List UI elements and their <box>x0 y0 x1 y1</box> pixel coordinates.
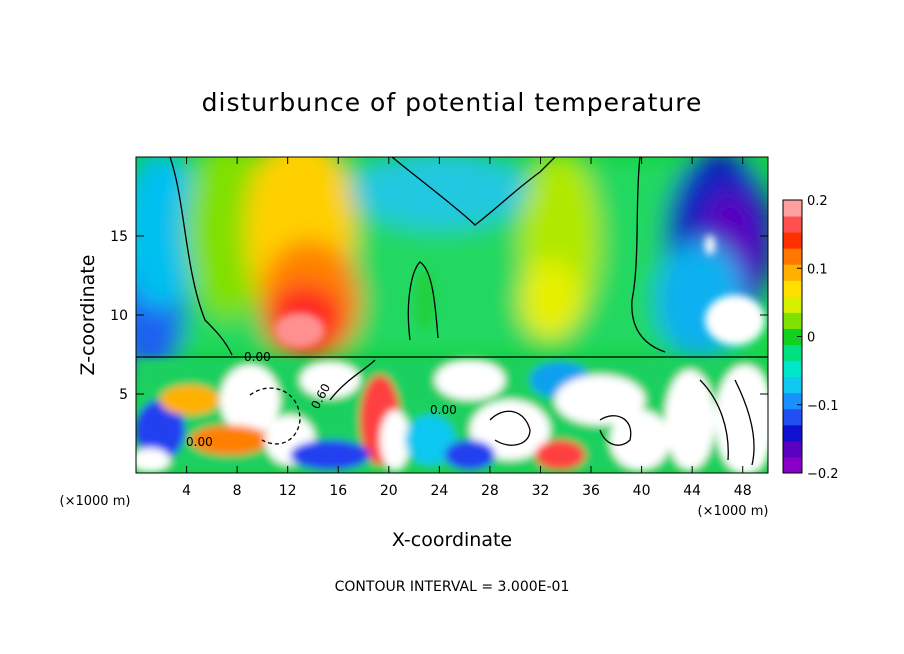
x-tick-label: 36 <box>582 483 600 499</box>
colorbar-swatch <box>783 408 802 426</box>
colorbar-swatch <box>783 328 802 346</box>
contour-label: 0.00 <box>186 435 213 449</box>
colorbar: 0.2 0.1 0 −0.1 −0.2 <box>782 194 839 482</box>
heatmap-field <box>136 157 768 473</box>
x-tick-label: 8 <box>233 483 242 499</box>
x-axis-label: X-coordinate <box>392 529 512 551</box>
x-tick-label: 28 <box>481 483 499 499</box>
colorbar-tick-label: 0 <box>807 331 815 346</box>
colorbar-swatch <box>783 312 802 329</box>
x-tick-label: 32 <box>532 483 550 499</box>
y-tick-label: 15 <box>110 229 128 245</box>
colorbar-swatch <box>783 280 802 297</box>
colorbar-swatch <box>783 456 802 474</box>
colorbar-swatch <box>783 200 802 217</box>
colorbar-swatch <box>783 264 802 281</box>
y-axis-label: Z-coordinate <box>77 255 99 376</box>
contour-label: 0.00 <box>430 403 457 417</box>
colorbar-swatch <box>783 216 802 233</box>
colorbar-swatch <box>783 392 802 410</box>
colorbar-swatch <box>783 440 802 458</box>
x-tick-label: 48 <box>734 483 752 499</box>
y-axis: 5 10 15 <box>110 229 768 403</box>
y-unit-right: (×1000 m) <box>698 504 769 519</box>
colorbar-tick-label: 0.2 <box>807 194 828 209</box>
contour-interval-note: CONTOUR INTERVAL = 3.000E-01 <box>335 579 570 595</box>
colorbar-swatch <box>783 360 802 378</box>
x-tick-label: 4 <box>182 483 191 499</box>
colorbar-swatch <box>783 248 802 265</box>
colorbar-swatch <box>783 296 802 313</box>
chart-title: disturbunce of potential temperature <box>202 88 703 117</box>
colorbar-tick-label: −0.1 <box>807 399 839 414</box>
y-tick-label: 5 <box>119 387 128 403</box>
colorbar-tick-label: 0.1 <box>807 262 828 277</box>
colorbar-swatch <box>783 376 802 394</box>
x-tick-label: 16 <box>329 483 347 499</box>
colorbar-swatch <box>783 232 802 249</box>
x-unit-left: (×1000 m) <box>60 494 131 509</box>
colorbar-swatch <box>783 344 802 362</box>
x-tick-label: 12 <box>279 483 297 499</box>
colorbar-tick-label: −0.2 <box>807 467 839 482</box>
contour-label: 0.00 <box>244 350 271 364</box>
x-tick-label: 40 <box>633 483 651 499</box>
y-tick-label: 10 <box>110 308 128 324</box>
colorbar-swatch <box>783 424 802 442</box>
x-axis: 4 8 12 16 20 24 28 32 36 40 44 48 <box>182 157 752 499</box>
x-tick-label: 44 <box>683 483 701 499</box>
x-tick-label: 24 <box>430 483 448 499</box>
x-tick-label: 20 <box>380 483 398 499</box>
